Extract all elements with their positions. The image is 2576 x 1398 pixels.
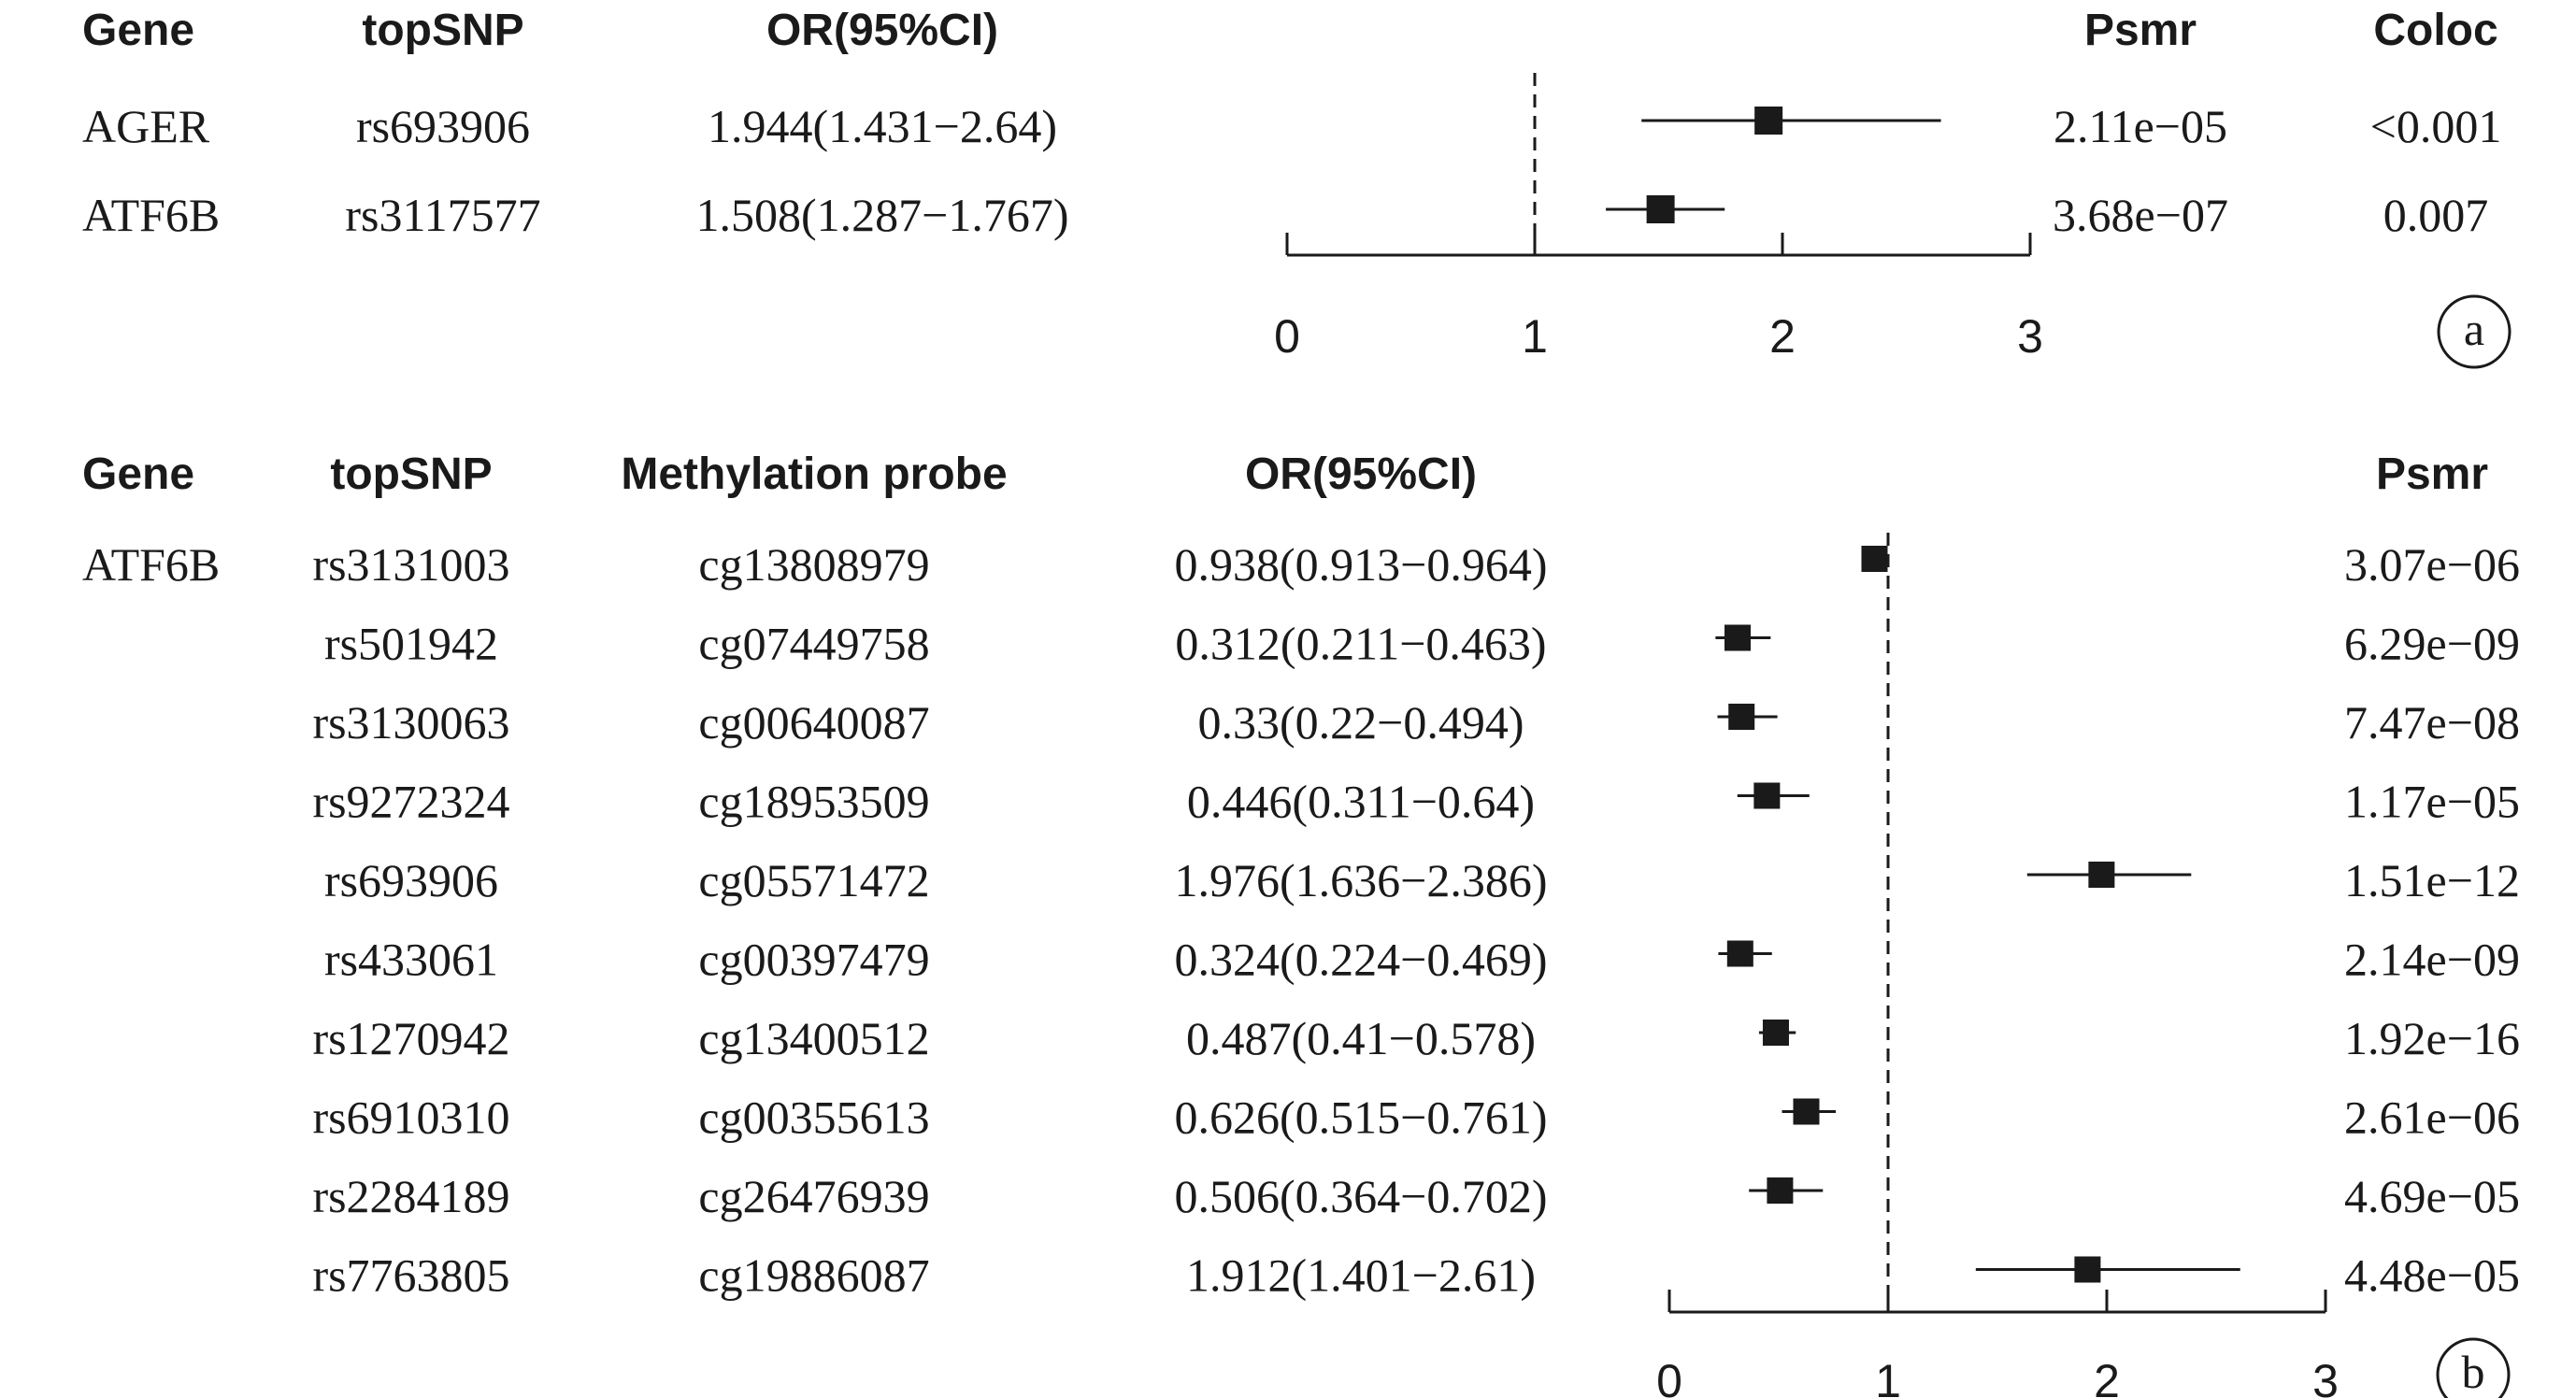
column-header-or_text: OR(95%CI) [1245, 449, 1477, 499]
cell-snp: rs3130063 [312, 696, 509, 749]
cell-psmr: 2.14e−09 [2344, 934, 2520, 986]
cell-snp: rs9272324 [312, 776, 509, 828]
column-header-gene: Gene [82, 449, 194, 499]
column-header-or_text: OR(95%CI) [766, 6, 998, 55]
cell-psmr: 4.69e−05 [2344, 1170, 2520, 1222]
cell-probe: cg00640087 [698, 696, 929, 749]
point-estimate [1753, 782, 1781, 809]
cell-snp: rs693906 [324, 854, 498, 906]
point-estimate [2088, 862, 2115, 888]
x-tick-label: 2 [1769, 310, 1796, 363]
cell-or_text: 1.912(1.401−2.61) [1186, 1249, 1536, 1302]
cell-snp: rs501942 [324, 618, 498, 670]
panel-b: Gene topSNP Methylation probe OR(95%CI) Psmr… [82, 449, 2520, 1398]
panel-a: Gene topSNP OR(95%CI) Psmr Coloc 0 1 2 3 AGER rs69… [82, 6, 2512, 369]
point-estimate [1754, 107, 1783, 135]
cell-gene: ATF6B [82, 538, 220, 591]
cell-coloc: <0.001 [2370, 100, 2502, 152]
cell-or_text: 1.508(1.287−1.767) [696, 189, 1069, 241]
column-header-coloc: Coloc [2373, 6, 2497, 55]
cell-gene: ATF6B [82, 189, 220, 241]
cell-psmr: 2.11e−05 [2054, 100, 2227, 152]
cell-or_text: 0.487(0.41−0.578) [1186, 1012, 1536, 1064]
cell-or_text: 1.944(1.431−2.64) [708, 100, 1057, 152]
cell-snp: rs3131003 [312, 538, 509, 591]
point-estimate [1726, 940, 1753, 967]
cell-psmr: 2.61e−06 [2344, 1091, 2520, 1144]
panel-label-circle [2437, 294, 2512, 369]
x-tick-label: 1 [1875, 1355, 1901, 1398]
panel-label: a [2464, 303, 2484, 355]
point-estimate [1646, 195, 1675, 223]
cell-snp: rs2284189 [312, 1170, 509, 1222]
column-header-probe: Methylation probe [621, 449, 1007, 499]
point-estimate [1767, 1177, 1794, 1204]
point-estimate [1728, 704, 1755, 730]
column-header-gene: Gene [82, 6, 194, 55]
cell-psmr: 3.07e−06 [2344, 538, 2520, 591]
cell-probe: cg18953509 [698, 776, 929, 828]
cell-psmr: 1.51e−12 [2344, 854, 2520, 906]
cell-snp: rs1270942 [312, 1012, 509, 1064]
cell-psmr: 6.29e−09 [2344, 618, 2520, 670]
cell-coloc: 0.007 [2383, 189, 2489, 241]
cell-or_text: 0.446(0.311−0.64) [1187, 776, 1535, 828]
point-estimate [1793, 1098, 1820, 1125]
cell-probe: cg05571472 [698, 854, 929, 906]
x-tick-label: 0 [1274, 310, 1300, 363]
cell-snp: rs433061 [324, 934, 498, 986]
column-header-psmr: Psmr [2376, 449, 2488, 499]
cell-probe: cg07449758 [698, 618, 929, 670]
point-estimate [1762, 1020, 1789, 1046]
cell-or_text: 0.506(0.364−0.702) [1175, 1170, 1548, 1222]
cell-or_text: 0.938(0.913−0.964) [1175, 538, 1548, 591]
cell-psmr: 4.48e−05 [2344, 1249, 2520, 1302]
cell-gene: AGER [82, 100, 210, 152]
cell-probe: cg19886087 [698, 1249, 929, 1302]
cell-or_text: 0.33(0.22−0.494) [1198, 696, 1524, 749]
column-header-psmr: Psmr [2084, 6, 2197, 55]
cell-probe: cg13400512 [698, 1012, 929, 1064]
point-estimate [2074, 1256, 2101, 1283]
cell-probe: cg00355613 [698, 1091, 929, 1144]
column-header-snp: topSNP [362, 6, 523, 55]
cell-psmr: 7.47e−08 [2344, 696, 2520, 749]
cell-snp: rs3117577 [345, 189, 540, 241]
x-tick-label: 3 [2312, 1355, 2339, 1398]
point-estimate [1724, 624, 1752, 651]
cell-snp: rs6910310 [312, 1091, 509, 1144]
cell-psmr: 1.17e−05 [2344, 776, 2520, 828]
cell-probe: cg13808979 [698, 538, 929, 591]
x-tick-label: 3 [2017, 310, 2043, 363]
cell-psmr: 3.68e−07 [2053, 189, 2228, 241]
cell-snp: rs693906 [356, 100, 530, 152]
cell-or_text: 0.324(0.224−0.469) [1175, 934, 1548, 986]
point-estimate [1861, 546, 1888, 572]
panel-label: b [2462, 1346, 2485, 1398]
cell-snp: rs7763805 [312, 1249, 509, 1302]
x-tick-label: 2 [2094, 1355, 2120, 1398]
x-tick-label: 1 [1522, 310, 1548, 363]
cell-probe: cg00397479 [698, 934, 929, 986]
cell-probe: cg26476939 [698, 1170, 929, 1222]
cell-or_text: 0.626(0.515−0.761) [1175, 1091, 1548, 1144]
column-header-snp: topSNP [330, 449, 492, 499]
panel-label-circle [2436, 1337, 2511, 1398]
cell-or_text: 1.976(1.636−2.386) [1175, 854, 1548, 906]
cell-or_text: 0.312(0.211−0.463) [1175, 618, 1546, 670]
x-tick-label: 0 [1656, 1355, 1682, 1398]
cell-psmr: 1.92e−16 [2344, 1012, 2520, 1064]
